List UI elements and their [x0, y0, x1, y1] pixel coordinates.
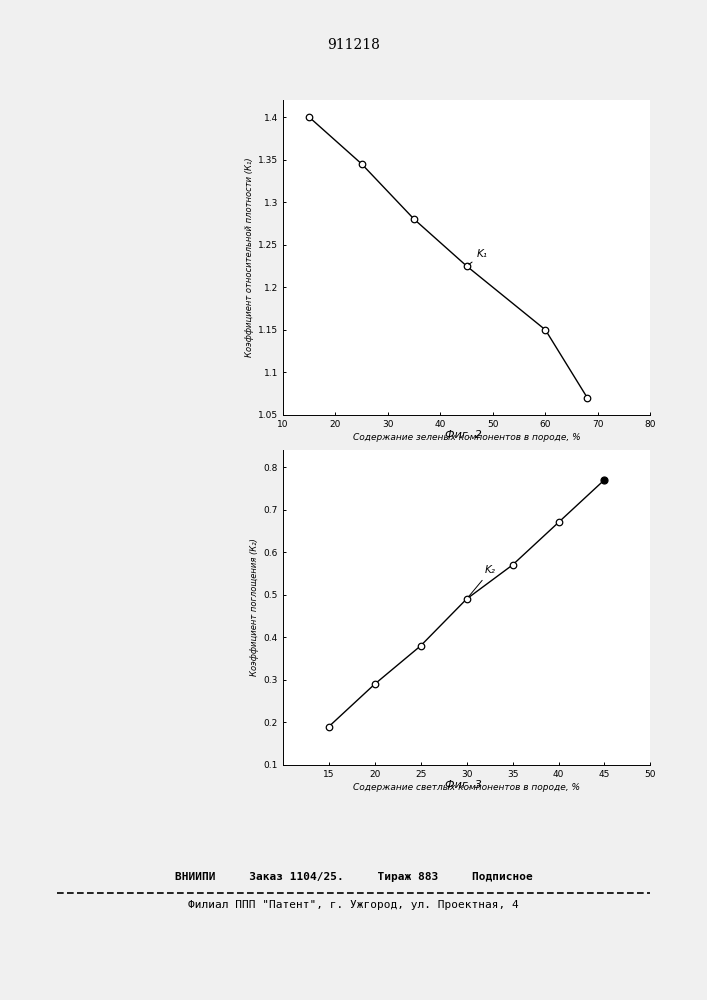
Point	[599, 472, 610, 488]
X-axis label: Содержание светлых компонентов в породе, %: Содержание светлых компонентов в породе,…	[353, 783, 580, 792]
X-axis label: Содержание зеленых компонентов в породе, %: Содержание зеленых компонентов в породе,…	[353, 433, 580, 442]
Point	[369, 676, 380, 692]
Text: K₁: K₁	[469, 249, 488, 264]
Point	[461, 591, 472, 607]
Point	[303, 109, 315, 125]
Point	[461, 258, 472, 274]
Text: Фиг. 3: Фиг. 3	[445, 780, 481, 790]
Point	[553, 514, 564, 530]
Point	[507, 557, 518, 573]
Y-axis label: Коэффициент относительной плотности (К₁): Коэффициент относительной плотности (К₁)	[245, 158, 254, 357]
Point	[582, 390, 593, 406]
Text: Фиг. 2: Фиг. 2	[445, 430, 481, 440]
Point	[539, 322, 551, 338]
Y-axis label: Коэффициент поглощения (К₂): Коэффициент поглощения (К₂)	[250, 539, 259, 676]
Text: ВНИИПИ     Заказ 1104/25.     Тираж 883     Подписное: ВНИИПИ Заказ 1104/25. Тираж 883 Подписно…	[175, 872, 532, 882]
Point	[323, 719, 334, 735]
Text: K₂: K₂	[469, 565, 496, 597]
Point	[356, 156, 367, 172]
Text: Филиал ППП "Патент", г. Ужгород, ул. Проектная, 4: Филиал ППП "Патент", г. Ужгород, ул. Про…	[188, 900, 519, 910]
Text: 911218: 911218	[327, 38, 380, 52]
Point	[409, 211, 420, 227]
Point	[415, 638, 426, 654]
